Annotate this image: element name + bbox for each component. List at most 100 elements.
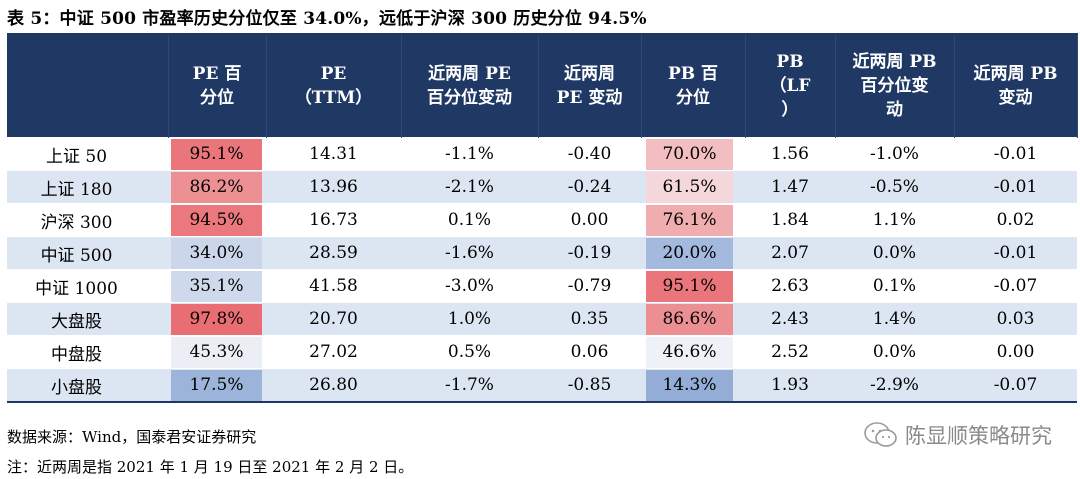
cell-name: 沪深 300 [7,203,168,237]
header-row: PE 百分位 PE （TTM） 近两周 PE 百分位变动 近两周 PE 变动 PB 百… [7,34,1078,138]
cell-name: 小盘股 [7,368,168,403]
cell-pe-pct: 95.1% [168,137,266,171]
header-cell-pe-percentile: PE 百分位 [168,34,267,138]
cell-pb-pct-chg: -2.9% [835,368,954,403]
header-label-line: （LF [769,76,811,96]
table-title: 表 5：中证 500 市盈率历史分位仅至 34.0%，远低于沪深 300 历史分… [7,9,647,29]
cell-pe-pct: 97.8% [168,302,266,336]
cell-pe: 20.70 [266,302,401,336]
cell-pe: 16.73 [266,203,401,237]
header-cell-index [7,34,169,138]
cell-pb: 2.52 [745,335,835,369]
cell-pb-pct: 95.1% [641,269,745,303]
heat-value: 97.8% [171,303,262,335]
header-cell-pb-percentile-change: 近两周 PB 百分位变动 [835,34,955,138]
cell-name: 上证 50 [7,137,168,171]
cell-pe-pct: 94.5% [168,203,266,237]
cell-pe: 13.96 [266,170,401,204]
cell-pb-pct: 86.6% [641,302,745,336]
watermark-text: 陈显顺策略研究 [905,424,1052,448]
header-cell-pb-change: 近两周 PB 变动 [954,34,1078,138]
header-label-line: PE 百 [192,64,242,84]
heat-value: 95.1% [171,138,262,170]
cell-name: 中证 500 [7,236,168,270]
cell-pb-pct: 61.5% [641,170,745,204]
header-label-line: 百分位变动 [427,88,512,108]
heat-value: 76.1% [646,204,733,236]
cell-pb-chg: -0.01 [954,170,1077,204]
cell-name: 上证 180 [7,170,168,204]
heat-value: 70.0% [646,138,733,170]
heat-value: 94.5% [171,204,262,236]
table-row: 中证 500 34.0% 28.59 -1.6% -0.19 20.0% 2.07 0.0% -… [7,236,1077,270]
header-label-line: 百分位变 [860,76,929,96]
header-label-line: 动 [886,100,903,120]
cell-pb: 2.63 [745,269,835,303]
heat-value: 45.3% [171,336,262,368]
cell-pb-pct: 70.0% [641,137,745,171]
heat-value: 34.0% [171,237,262,269]
header-label-line: PE 变动 [556,88,623,108]
cell-pb-pct-chg: -1.0% [835,137,954,171]
cell-pb-chg: -0.07 [954,269,1077,303]
table-row: 沪深 300 94.5% 16.73 0.1% 0.00 76.1% 1.84 1.1% 0.0… [7,203,1077,237]
cell-pe-pct: 45.3% [168,335,266,369]
cell-pe-pct-chg: 1.0% [401,302,538,336]
cell-pb: 1.56 [745,137,835,171]
cell-name: 中盘股 [7,335,168,369]
cell-pe-chg: -0.85 [538,368,641,403]
heat-value: 95.1% [646,270,733,302]
heat-value: 46.6% [646,336,733,368]
cell-pe-pct: 35.1% [168,269,266,303]
cell-pb-pct-chg: 0.0% [835,335,954,369]
cell-pe: 26.80 [266,368,401,403]
cell-pb: 2.07 [745,236,835,270]
cell-pb: 1.93 [745,368,835,403]
cell-pe-pct-chg: -1.1% [401,137,538,171]
header-cell-pe-change: 近两周 PE 变动 [538,34,642,138]
cell-pb-pct-chg: 0.0% [835,236,954,270]
valuation-table: PE 百分位 PE （TTM） 近两周 PE 百分位变动 近两周 PE 变动 PB 百… [7,33,1078,403]
cell-pe-chg: -0.24 [538,170,641,204]
header-label-line: 变动 [998,88,1033,108]
cell-pb-chg: -0.07 [954,368,1077,403]
heat-value: 20.0% [646,237,733,269]
cell-pb: 2.43 [745,302,835,336]
header-label-line: PB [776,52,804,72]
table-row: 小盘股 17.5% 26.80 -1.7% -0.85 14.3% 1.93 -2.9% -0.… [7,368,1077,403]
cell-pb-pct-chg: -0.5% [835,170,954,204]
cell-pe-chg: -0.79 [538,269,641,303]
cell-pb-pct: 14.3% [641,368,745,403]
cell-pb-chg: -0.01 [954,137,1077,171]
table-row: 上证 180 86.2% 13.96 -2.1% -0.24 61.5% 1.47 -0.5%… [7,170,1077,204]
cell-pe-chg: 0.06 [538,335,641,369]
cell-pe-chg: -0.19 [538,236,641,270]
cell-pe-pct-chg: -1.6% [401,236,538,270]
cell-pb-pct-chg: 0.1% [835,269,954,303]
table-row: 中证 1000 35.1% 41.58 -3.0% -0.79 95.1% 2.63 0.1%… [7,269,1077,303]
cell-pe: 41.58 [266,269,401,303]
cell-pb-chg: -0.01 [954,236,1077,270]
cell-pe: 14.31 [266,137,401,171]
watermark: 陈显顺策略研究 [863,420,1052,450]
cell-pe-pct: 34.0% [168,236,266,270]
header-cell-pe-ttm: PE （TTM） [266,34,402,138]
header-label-line: 近两周 PB [852,52,937,72]
header-label-line: PB 百 [667,64,719,84]
cell-pb-pct: 46.6% [641,335,745,369]
cell-pe-chg: 0.00 [538,203,641,237]
header-cell-pb-percentile: PB 百分位 [641,34,746,138]
cell-pe-pct: 86.2% [168,170,266,204]
header-cell-pe-percentile-change: 近两周 PE 百分位变动 [401,34,539,138]
cell-pe-pct: 17.5% [168,368,266,403]
cell-pe-pct-chg: -1.7% [401,368,538,403]
header-label-line: 近两周 PB [973,64,1058,84]
heat-value: 17.5% [171,369,262,401]
header-label-line: 近两周 PE [428,64,511,84]
cell-pe-chg: 0.35 [538,302,641,336]
header-label-line: （TTM） [294,88,373,108]
header-label-line: 近两周 [564,64,615,84]
table-row: 中盘股 45.3% 27.02 0.5% 0.06 46.6% 2.52 0.0% 0.00 [7,335,1077,369]
header-cell-pb-lf: PB （LF ） [745,34,836,138]
cell-name: 大盘股 [7,302,168,336]
